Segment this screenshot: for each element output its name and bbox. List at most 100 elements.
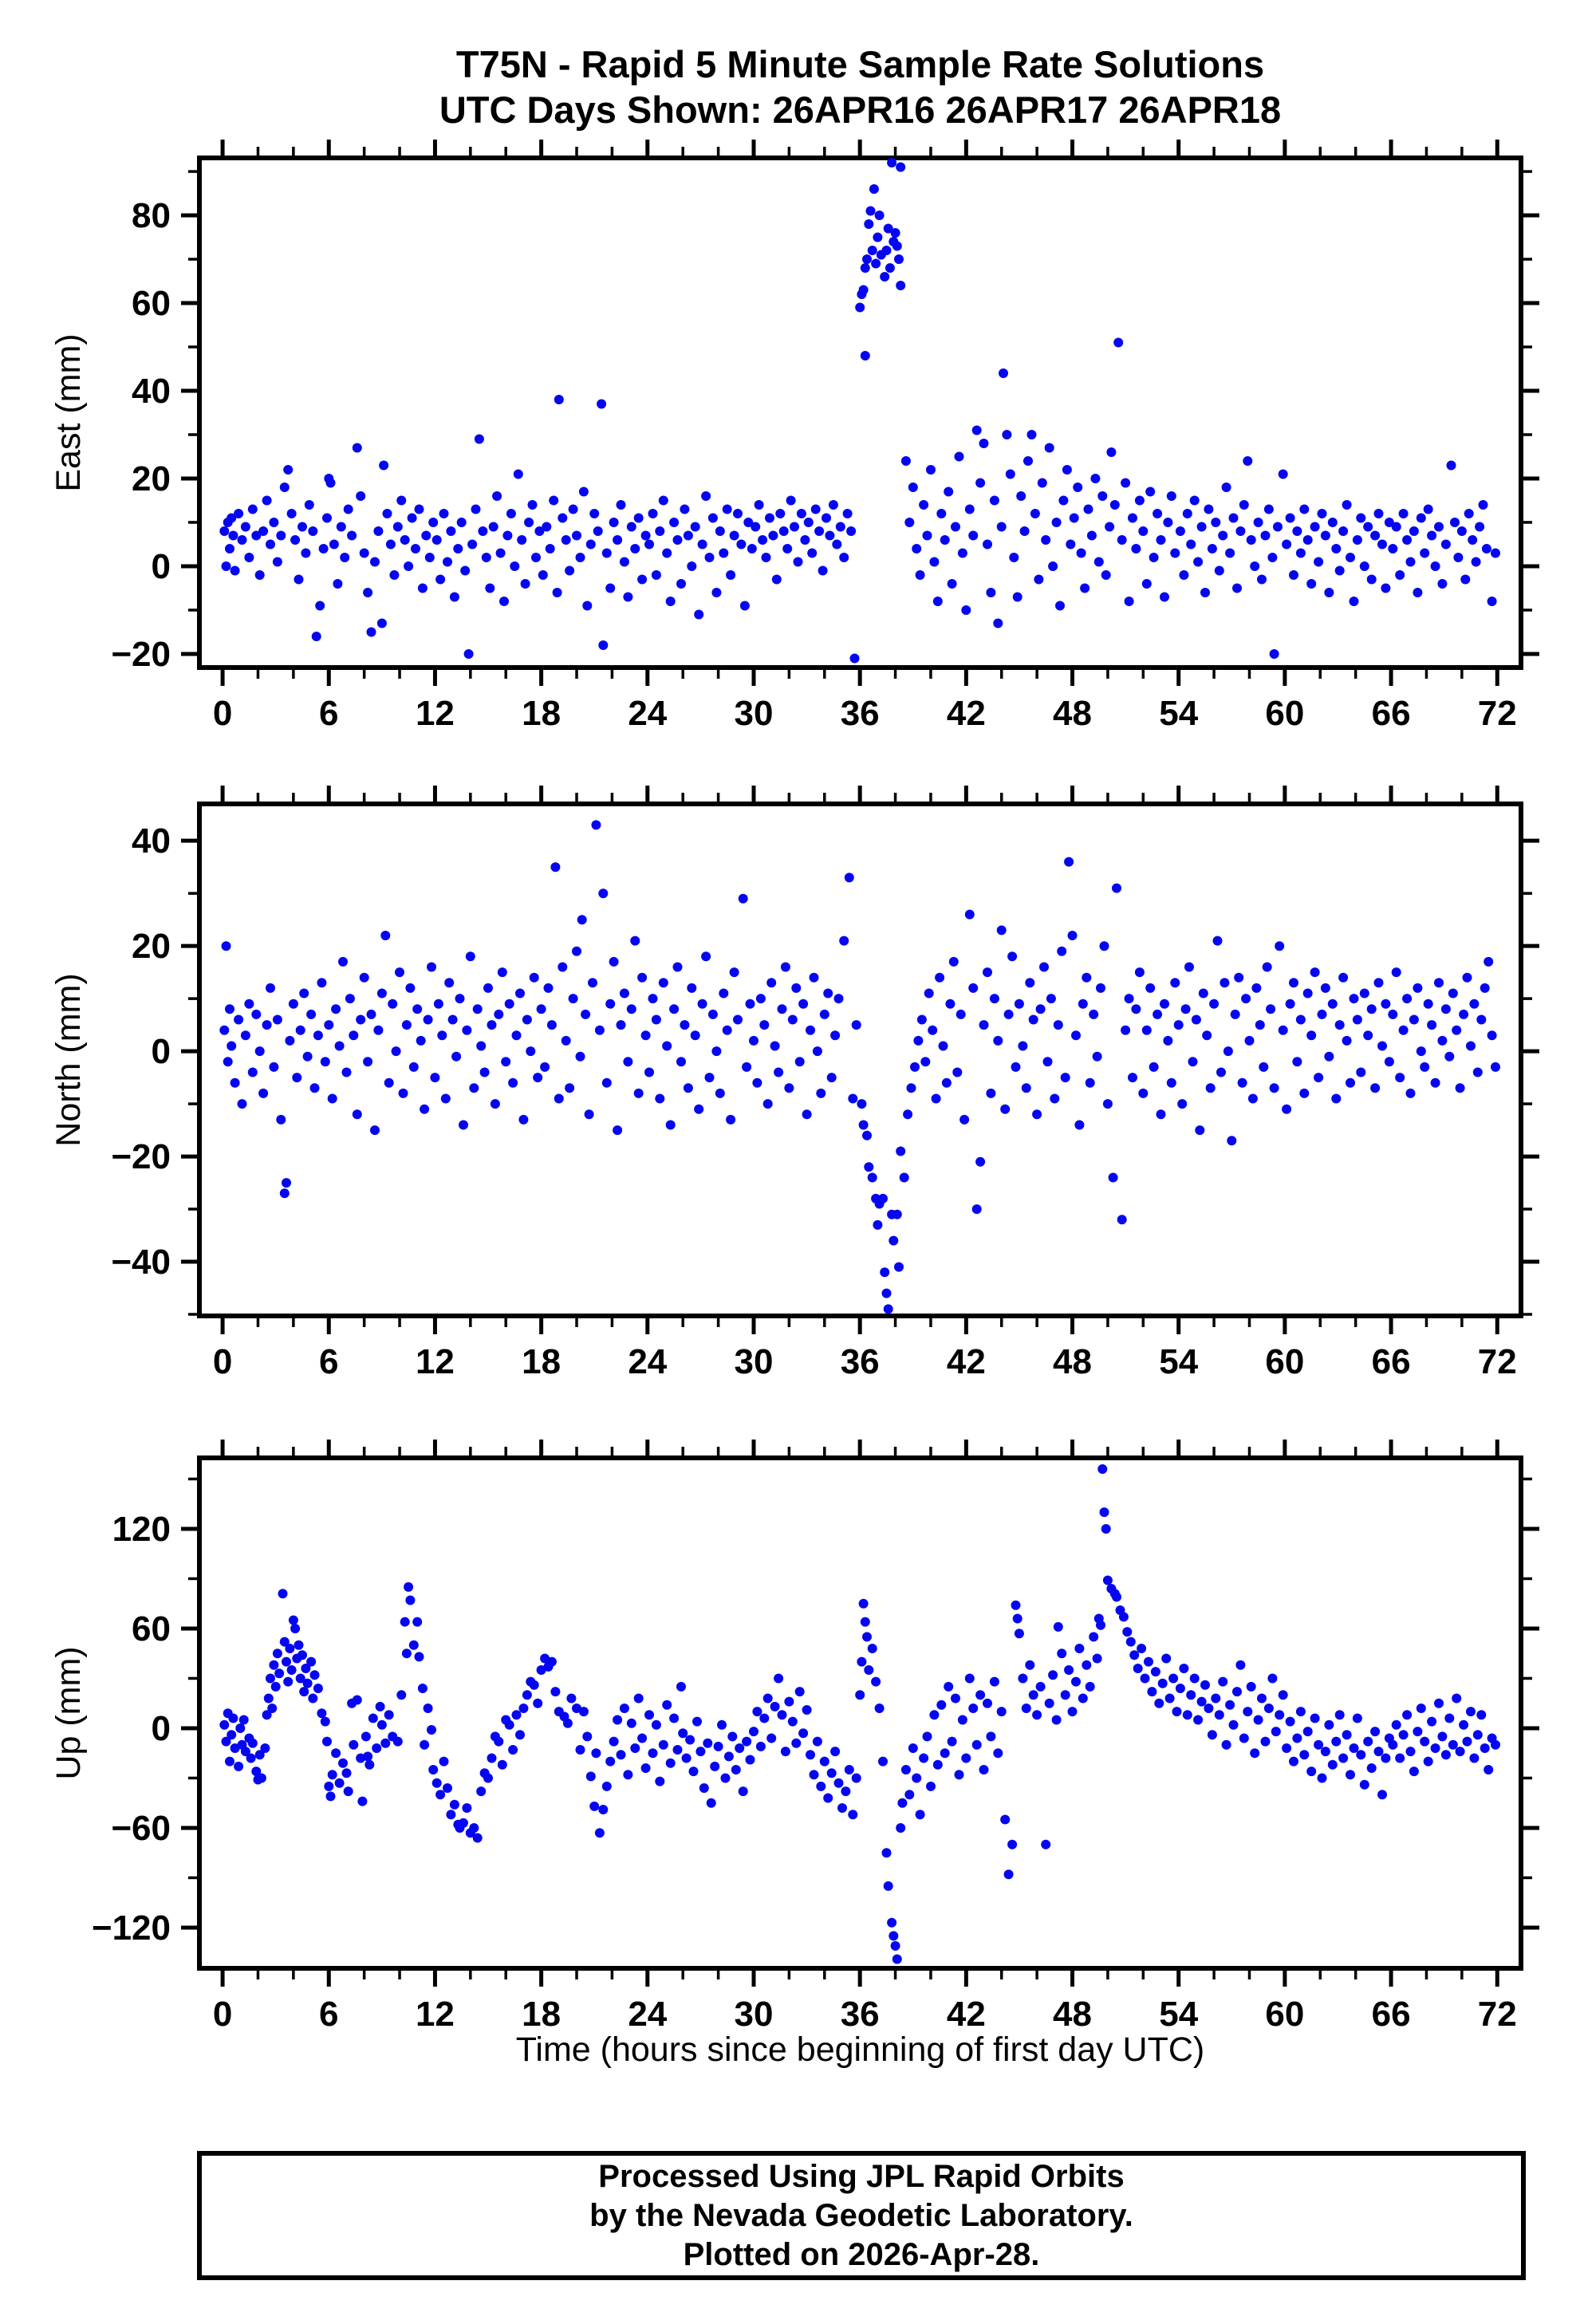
data-point [1395, 1073, 1405, 1083]
data-point [235, 1723, 246, 1733]
data-point [254, 1046, 265, 1057]
data-point [1349, 597, 1359, 606]
data-point [912, 544, 922, 553]
data-point [1058, 495, 1069, 506]
data-point [623, 1057, 633, 1067]
footer-box: Processed Using JPL Rapid Orbits by the … [197, 2151, 1526, 2280]
data-point [731, 1765, 741, 1775]
data-point [644, 539, 654, 549]
data-point [1064, 857, 1074, 867]
data-point [1145, 486, 1156, 497]
data-point [860, 1617, 870, 1627]
data-point [796, 509, 806, 518]
data-point [1046, 994, 1056, 1004]
data-point [784, 1696, 794, 1707]
data-point [301, 548, 311, 558]
data-point [575, 1745, 585, 1755]
data-point [1373, 978, 1384, 988]
data-point [589, 509, 600, 518]
data-point [919, 1753, 929, 1763]
data-point [1352, 1713, 1362, 1723]
data-point [1289, 570, 1298, 580]
data-point [672, 962, 683, 972]
data-point [247, 1067, 258, 1077]
data-point [1090, 474, 1101, 483]
data-point [1327, 999, 1338, 1009]
data-point [830, 1030, 841, 1041]
data-point [633, 1088, 644, 1098]
data-point [1292, 1733, 1302, 1743]
data-point [722, 1025, 732, 1035]
data-point [648, 994, 658, 1004]
data-point [719, 548, 729, 558]
data-point [372, 1743, 382, 1753]
data-point [697, 999, 707, 1009]
data-point [1440, 1004, 1451, 1014]
data-point [938, 1041, 948, 1051]
data-point [449, 1799, 459, 1810]
data-point [1097, 491, 1108, 501]
data-point [515, 1730, 525, 1740]
data-point [368, 1713, 378, 1723]
data-point [336, 522, 346, 532]
data-point [1032, 1710, 1042, 1720]
data-point [626, 1004, 636, 1014]
data-point [844, 1765, 854, 1775]
data-point [384, 1077, 394, 1088]
data-point [1057, 1648, 1067, 1659]
data-point [447, 1014, 458, 1025]
data-point [1244, 1035, 1255, 1046]
data-point [1131, 1004, 1141, 1014]
data-point [816, 1781, 826, 1791]
data-point [1434, 978, 1444, 988]
data-point [1471, 557, 1481, 567]
data-point [865, 206, 876, 216]
data-point [1133, 1664, 1143, 1673]
data-point [644, 1710, 654, 1720]
data-point [1370, 1727, 1381, 1737]
data-point [1314, 1739, 1324, 1750]
data-point [871, 258, 881, 269]
data-point [858, 1598, 869, 1609]
data-point [1402, 994, 1413, 1004]
data-point [308, 1693, 318, 1704]
data-point [1452, 1025, 1462, 1035]
data-point [1384, 518, 1394, 527]
data-point [846, 526, 857, 536]
data-point [899, 1172, 909, 1183]
data-point [759, 1713, 770, 1723]
data-point [1302, 988, 1313, 999]
data-point [363, 1751, 373, 1762]
data-point [404, 561, 414, 571]
data-point [658, 978, 668, 988]
data-point [823, 1793, 833, 1803]
data-point [396, 1690, 407, 1700]
x-tick-label: 60 [1265, 1342, 1304, 1381]
data-point [752, 1707, 762, 1717]
data-point [1093, 557, 1104, 567]
data-point [349, 1739, 359, 1750]
data-point [825, 530, 835, 541]
data-point [929, 557, 940, 567]
data-point [1338, 1753, 1349, 1763]
data-point [490, 1099, 500, 1109]
data-point [435, 1790, 446, 1800]
data-point [1175, 526, 1185, 536]
data-point [459, 1818, 468, 1828]
data-point [959, 1114, 970, 1125]
data-point [770, 1041, 780, 1051]
data-point [658, 1739, 668, 1750]
data-point [1028, 1690, 1038, 1700]
data-point [1163, 1035, 1173, 1046]
data-point [472, 1833, 483, 1843]
data-point [1398, 1025, 1409, 1035]
data-point [889, 1931, 899, 1941]
data-point [1405, 557, 1416, 567]
data-point [279, 483, 290, 492]
data-point [1377, 1790, 1387, 1800]
data-point [456, 518, 467, 527]
data-point [601, 1077, 612, 1088]
data-point [1097, 1464, 1108, 1474]
data-point [1239, 500, 1249, 510]
data-point [802, 1705, 812, 1715]
